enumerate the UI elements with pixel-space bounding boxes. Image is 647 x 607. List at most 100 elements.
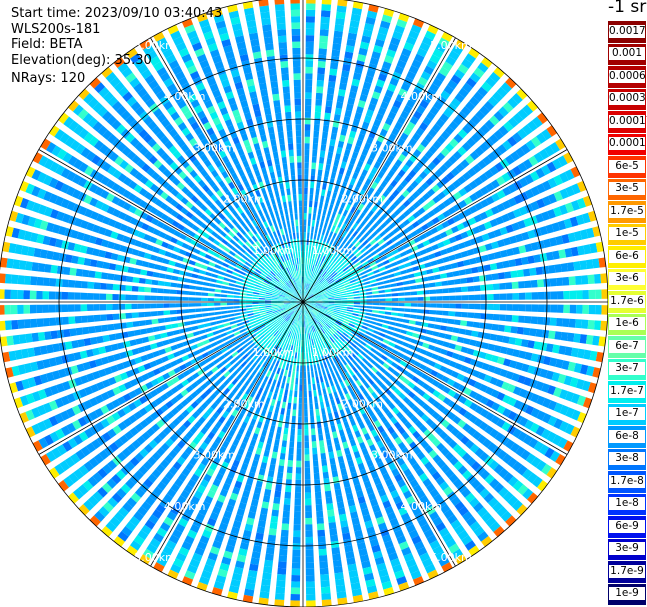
ray-bin — [489, 478, 500, 489]
ray-bin — [82, 269, 90, 278]
ray-bin — [524, 390, 534, 401]
ray-bin — [223, 351, 231, 358]
ray-bin — [138, 407, 148, 417]
ray-bin — [350, 192, 357, 200]
ray-bin — [326, 439, 332, 447]
ray-bin — [375, 277, 383, 282]
ray-bin — [445, 246, 454, 254]
ray-bin — [435, 288, 443, 294]
ray-bin — [311, 311, 316, 317]
ray-bin — [408, 357, 416, 365]
ray-bin — [98, 144, 109, 155]
ray-bin — [330, 62, 339, 70]
ray-bin — [299, 308, 302, 315]
ray-bin — [308, 346, 311, 353]
ray-bin — [497, 144, 508, 155]
ray-bin — [111, 182, 121, 193]
ray-bin — [569, 377, 579, 388]
ray-bin — [215, 451, 224, 460]
ray-bin — [320, 308, 328, 311]
ray-bin — [212, 540, 222, 549]
ray-bin — [175, 239, 184, 247]
ray-bin — [367, 103, 377, 112]
ray-bin — [288, 396, 293, 403]
ray-bin — [391, 127, 400, 136]
ray-bin — [300, 365, 303, 372]
ray-bin — [442, 396, 452, 406]
ray-bin — [25, 166, 36, 178]
ray-bin — [225, 405, 233, 414]
ray-bin — [286, 376, 291, 384]
ray-bin — [344, 284, 352, 288]
ray-bin — [453, 278, 461, 285]
ray-bin — [291, 338, 295, 346]
ray-bin — [259, 513, 267, 522]
ray-bin — [70, 229, 79, 239]
ray-bin — [355, 415, 363, 424]
ray-bin — [392, 99, 402, 109]
ray-bin — [409, 479, 419, 488]
ray-bin — [517, 464, 528, 476]
ray-bin — [541, 463, 552, 475]
ray-bin — [536, 198, 546, 209]
ray-bin — [353, 293, 360, 297]
ray-bin — [197, 416, 206, 425]
ray-bin — [224, 420, 232, 428]
ray-bin — [97, 125, 108, 136]
ray-bin — [95, 421, 105, 432]
ray-bin — [247, 315, 255, 320]
ray-bin — [408, 279, 416, 284]
ray-bin — [525, 292, 532, 300]
ray-bin — [364, 178, 372, 186]
ray-bin — [92, 224, 101, 234]
ray-bin — [391, 71, 402, 81]
ray-bin — [305, 307, 308, 315]
ray-bin — [579, 334, 588, 344]
ray-bin — [400, 110, 410, 120]
ray-bin — [313, 233, 317, 240]
ray-bin — [392, 227, 400, 234]
ray-bin — [468, 303, 475, 310]
ray-bin — [496, 189, 506, 199]
ray-bin — [417, 196, 426, 205]
ray-bin — [306, 320, 309, 328]
ray-bin — [52, 224, 61, 234]
ray-bin — [373, 161, 381, 170]
ray-bin — [126, 276, 134, 283]
ray-bin — [479, 451, 490, 462]
ray-bin — [467, 427, 477, 437]
ray-bin — [305, 505, 312, 512]
ray-bin — [385, 293, 392, 297]
ray-bin — [169, 309, 177, 315]
ray-bin — [267, 333, 273, 340]
ray-bin — [422, 382, 431, 391]
ray-bin — [402, 242, 410, 250]
ray-bin — [311, 156, 317, 163]
ray-bin — [156, 220, 165, 229]
ray-bin — [266, 312, 274, 316]
ray-bin — [304, 136, 310, 144]
ray-bin — [413, 236, 422, 244]
ray-bin — [303, 232, 306, 239]
ray-bin — [91, 154, 102, 165]
ray-bin — [542, 196, 552, 207]
ray-bin — [327, 373, 332, 381]
ray-bin — [355, 346, 362, 353]
ray-bin — [375, 79, 385, 88]
ray-bin — [479, 211, 488, 221]
ray-bin — [303, 327, 305, 334]
ray-bin — [416, 379, 425, 387]
ray-bin — [156, 527, 168, 538]
ray-bin — [448, 155, 458, 165]
ray-bin — [200, 373, 209, 381]
ray-bin — [305, 41, 314, 49]
ray-bin — [571, 183, 581, 195]
ray-bin — [396, 184, 404, 193]
ray-bin — [507, 410, 517, 421]
ray-bin — [499, 226, 508, 236]
ray-bin — [137, 365, 146, 373]
ray-bin — [156, 295, 164, 301]
ray-bin — [479, 173, 489, 183]
ray-bin — [427, 569, 439, 580]
ray-bin — [367, 218, 375, 226]
